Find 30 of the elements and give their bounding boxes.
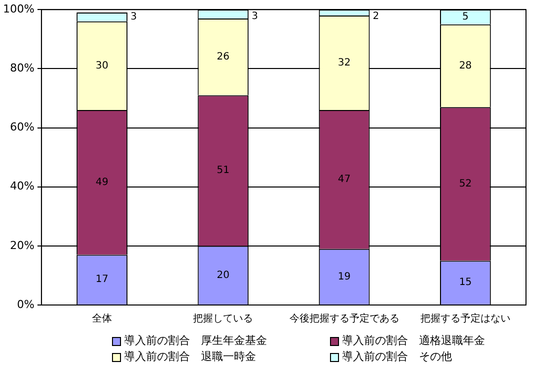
y-tick-label: 60%	[10, 120, 34, 134]
y-tick-label: 80%	[10, 62, 34, 75]
legend-label: 導入前の割合 厚生年金基金	[124, 334, 267, 347]
data-label: 3	[130, 12, 137, 23]
data-label: 49	[96, 177, 108, 188]
y-tick-label: 0%	[16, 298, 34, 311]
data-label: 30	[96, 60, 108, 72]
y-tick-label: 40%	[10, 180, 34, 193]
data-label: 5	[462, 12, 469, 23]
x-tick-label: 把握している	[193, 312, 254, 325]
x-tick-label: 全体	[92, 312, 112, 325]
data-label: 17	[96, 274, 108, 286]
data-label: 32	[338, 57, 351, 68]
data-label: 52	[459, 178, 472, 190]
data-label: 3	[252, 11, 258, 22]
y-tick-label: 100%	[2, 2, 34, 16]
data-label: 19	[338, 271, 351, 282]
x-tick-label: 今後把握する予定である	[289, 312, 400, 325]
y-tick-label: 20%	[10, 238, 34, 252]
data-label: 51	[216, 165, 230, 176]
data-label: 28	[459, 60, 472, 72]
data-label: 2	[372, 11, 380, 22]
data-label: 26	[216, 51, 230, 62]
legend-label: 導入前の割合 適格退職年金	[342, 334, 485, 347]
legend-label: 導入前の割合 退職一時金	[124, 350, 256, 363]
data-label: 20	[216, 270, 230, 281]
x-tick-label: 把握する予定はない	[420, 312, 510, 325]
data-label: 15	[459, 277, 472, 288]
data-label: 47	[338, 174, 351, 186]
legend-label: 導入前の割合 その他	[342, 350, 452, 363]
